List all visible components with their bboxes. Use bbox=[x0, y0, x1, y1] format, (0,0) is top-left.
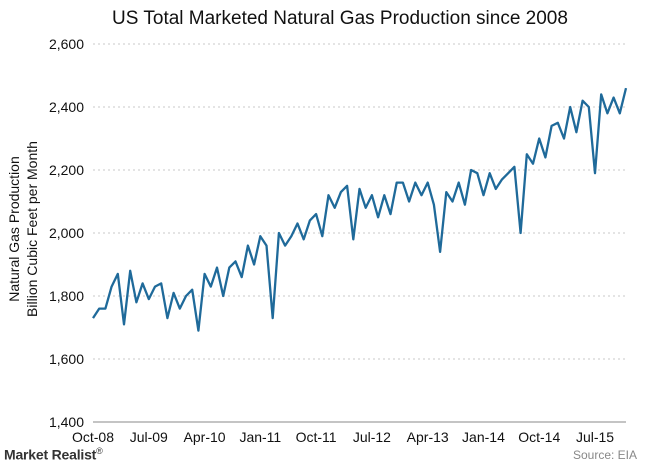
y-axis-tick-labels: 1,400 1,600 1,800 2,000 2,200 2,400 2,600 bbox=[49, 36, 84, 430]
source-note: Source: EIA bbox=[572, 448, 637, 462]
x-tick-label: Apr-10 bbox=[184, 429, 226, 445]
y-tick-label: 2,200 bbox=[49, 162, 84, 178]
x-tick-label: Jan-11 bbox=[239, 429, 281, 445]
y-tick-label: 2,000 bbox=[49, 225, 84, 241]
y-tick-label: 2,600 bbox=[49, 36, 84, 52]
y-tick-label: 1,600 bbox=[49, 351, 84, 367]
y-tick-label: 1,400 bbox=[49, 414, 84, 430]
series-line bbox=[92, 87, 628, 332]
y-tick-label: 1,800 bbox=[49, 288, 84, 304]
chart-title: US Total Marketed Natural Gas Production… bbox=[112, 8, 568, 29]
brand-mark: ® bbox=[96, 446, 103, 456]
x-tick-label: Oct-08 bbox=[72, 429, 114, 445]
x-tick-label: Oct-11 bbox=[296, 429, 337, 445]
brand-name: Market Realist bbox=[4, 446, 97, 463]
x-tick-label: Jul-12 bbox=[353, 429, 391, 445]
y-axis-label: Natural Gas Production Billion Cubic Fee… bbox=[6, 141, 40, 317]
y-axis-label-line-1: Natural Gas Production bbox=[6, 156, 22, 302]
x-tick-label: Jul-09 bbox=[130, 429, 168, 445]
x-axis-tick-labels: Oct-08 Jul-09 Apr-10 Jan-11 Oct-11 Jul-12 Apr-… bbox=[72, 429, 614, 445]
x-tick-label: Oct-14 bbox=[518, 429, 560, 445]
series-group bbox=[92, 87, 628, 332]
x-tick-label: Jan-14 bbox=[462, 429, 505, 445]
y-tick-label: 2,400 bbox=[49, 99, 84, 115]
x-tick-label: Apr-13 bbox=[407, 429, 449, 445]
market-realist-logo: Market Realist® bbox=[4, 446, 103, 463]
y-axis-label-line-2: Billion Cubic Feet per Month bbox=[24, 141, 40, 317]
gridlines bbox=[93, 43, 626, 360]
x-tick-label: Jul-15 bbox=[576, 429, 614, 445]
